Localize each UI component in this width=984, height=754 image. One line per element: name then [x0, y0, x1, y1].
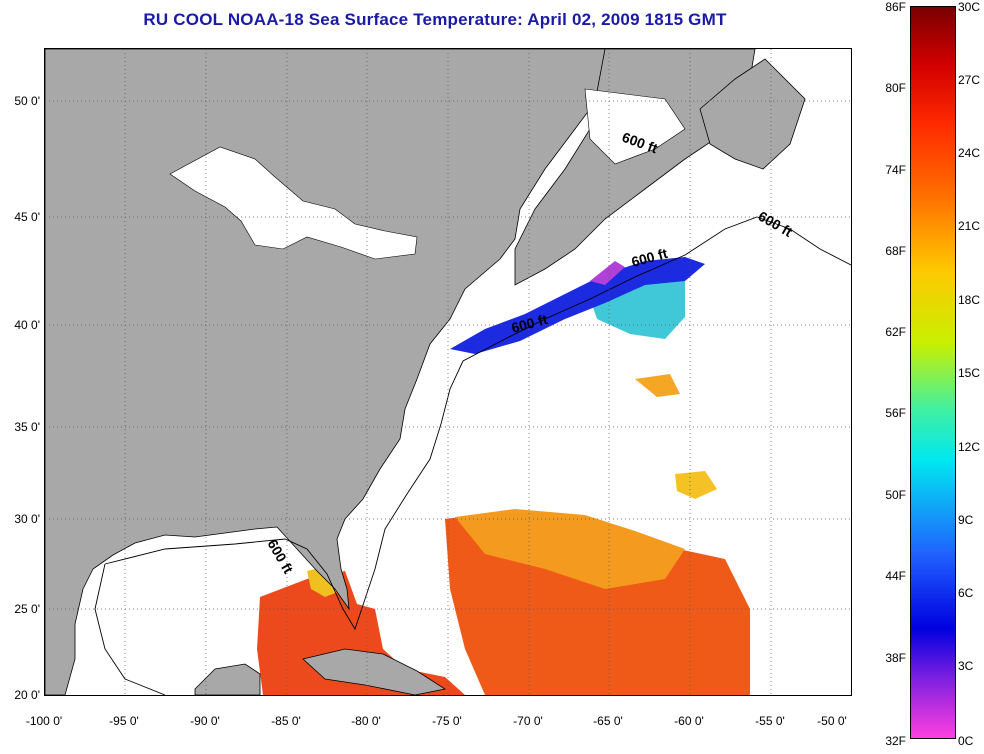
colorbar-c-label: 18C [958, 293, 981, 307]
sst-gulf-of-maine-purple [590, 261, 625, 285]
great-lakes [169, 146, 418, 260]
sst-map-canvas: 600 ft 600 ft 600 ft 600 ft 600 ft [45, 49, 851, 695]
sst-shelf-blue [450, 257, 705, 354]
colorbar-c-label: 0C [958, 734, 974, 748]
colorbar-f-label: 50F [885, 488, 906, 502]
map-title: RU COOL NOAA-18 Sea Surface Temperature:… [143, 10, 727, 29]
colorbar-f-label: 38F [885, 651, 906, 665]
colorbar-c-label: 15C [958, 366, 981, 380]
land-yucatan [194, 663, 261, 695]
land-newfoundland [699, 58, 806, 170]
lon-label: -50 0' [817, 714, 847, 728]
lon-label: -90 0' [190, 714, 220, 728]
colorbar-f-label: 32F [885, 734, 906, 748]
contour-label: 600 ft [756, 208, 796, 240]
sst-small-yellow [675, 471, 717, 499]
lon-label: -95 0' [109, 714, 139, 728]
lat-label: 30 0' [14, 512, 40, 526]
lat-label: 45 0' [14, 210, 40, 224]
colorbar-f-label: 62F [885, 325, 906, 339]
colorbar-f-label: 80F [885, 81, 906, 95]
temperature-colorbar [910, 6, 956, 739]
lon-label: -70 0' [513, 714, 543, 728]
sst-map: 600 ft 600 ft 600 ft 600 ft 600 ft [44, 48, 852, 696]
lon-label: -65 0' [593, 714, 623, 728]
colorbar-c-label: 3C [958, 659, 974, 673]
lon-label: -75 0' [432, 714, 462, 728]
colorbar-c-label: 9C [958, 513, 974, 527]
lat-label: 50 0' [14, 94, 40, 108]
lat-label: 35 0' [14, 420, 40, 434]
isobath-600ft [104, 216, 851, 631]
lat-label: 25 0' [14, 602, 40, 616]
gulf-of-st-lawrence [584, 88, 686, 165]
isobath-600ft-gulf [94, 563, 166, 695]
land-north-america [45, 49, 606, 695]
colorbar-f-label: 68F [885, 244, 906, 258]
lat-label: 40 0' [14, 318, 40, 332]
colorbar-c-label: 12C [958, 440, 981, 454]
colorbar-c-label: 24C [958, 146, 981, 160]
land-cuba [302, 648, 447, 695]
lon-label: -100 0' [25, 714, 63, 728]
colorbar-c-label: 27C [958, 73, 981, 87]
colorbar-c-label: 30C [958, 0, 981, 14]
colorbar-f-label: 44F [885, 569, 906, 583]
lon-label: -55 0' [755, 714, 785, 728]
sst-orange-patch [635, 374, 680, 397]
colorbar-c-label: 6C [958, 586, 974, 600]
colorbar-c-label: 21C [958, 219, 981, 233]
sst-atlantic-orange [455, 509, 685, 589]
lon-label: -80 0' [351, 714, 381, 728]
lat-label: 20 0' [14, 688, 40, 702]
colorbar-f-label: 86F [885, 0, 906, 14]
lon-label: -60 0' [674, 714, 704, 728]
colorbar-f-label: 56F [885, 406, 906, 420]
lon-label: -85 0' [271, 714, 301, 728]
colorbar-f-label: 74F [885, 163, 906, 177]
